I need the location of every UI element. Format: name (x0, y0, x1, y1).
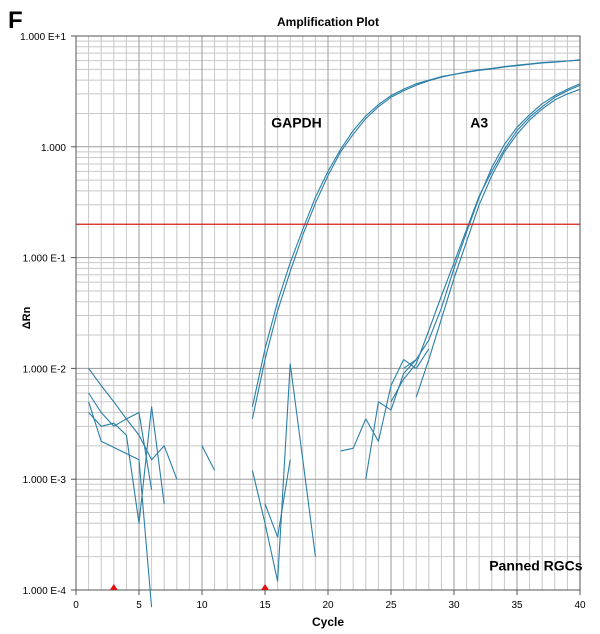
y-tick-label: 1.000 E-3 (23, 475, 67, 486)
x-tick-label: 20 (322, 600, 334, 611)
series-line-6 (88, 368, 178, 480)
series-line-7 (88, 392, 153, 490)
annotation-label: GAPDH (271, 114, 322, 130)
x-tick-label: 5 (136, 600, 142, 611)
x-tick-label: 25 (385, 600, 397, 611)
y-axis-label: ΔRn (21, 306, 33, 329)
x-tick-label: 10 (196, 600, 208, 611)
panel-label: F (8, 7, 23, 34)
x-tick-label: 40 (574, 600, 586, 611)
x-tick-label: 30 (448, 600, 460, 611)
series-line-12 (264, 459, 291, 538)
series-line-13 (340, 348, 430, 452)
x-axis-ticks: 0 5 10 15 20 25 30 35 40 (73, 590, 586, 611)
y-tick-label: 1.000 (41, 143, 66, 154)
y-tick-label: 1.000 E-2 (23, 364, 67, 375)
series-line-4 (403, 83, 581, 369)
series-line-3 (415, 88, 581, 398)
baseline-markers (109, 584, 269, 590)
annotations: GAPDH A3 Panned RGCs (271, 114, 583, 573)
series-line-8 (88, 406, 165, 524)
series-line-10 (201, 445, 216, 471)
x-tick-label: 35 (511, 600, 523, 611)
y-tick-label: 1.000 E-4 (23, 586, 67, 597)
y-tick-label: 1.000 E+1 (20, 32, 66, 43)
baseline-marker (261, 584, 269, 590)
series-layer (88, 59, 581, 608)
annotation-label: A3 (470, 114, 488, 130)
x-tick-label: 15 (259, 600, 271, 611)
chart-title: Amplification Plot (277, 15, 379, 29)
series-line-14 (365, 359, 417, 480)
y-axis-ticks: 1.000 E+1 1.000 1.000 E-1 1.000 E-2 1.000 E-… (20, 32, 76, 597)
series-line-11 (251, 363, 316, 582)
series-line-5 (390, 84, 581, 403)
x-axis-label: Cycle (312, 615, 344, 629)
annotation-label: Panned RGCs (489, 557, 583, 573)
x-tick-label: 0 (73, 600, 79, 611)
plot-area (75, 35, 581, 608)
series-line-9 (88, 401, 153, 608)
baseline-marker (109, 584, 118, 590)
y-tick-label: 1.000 E-1 (23, 254, 67, 265)
